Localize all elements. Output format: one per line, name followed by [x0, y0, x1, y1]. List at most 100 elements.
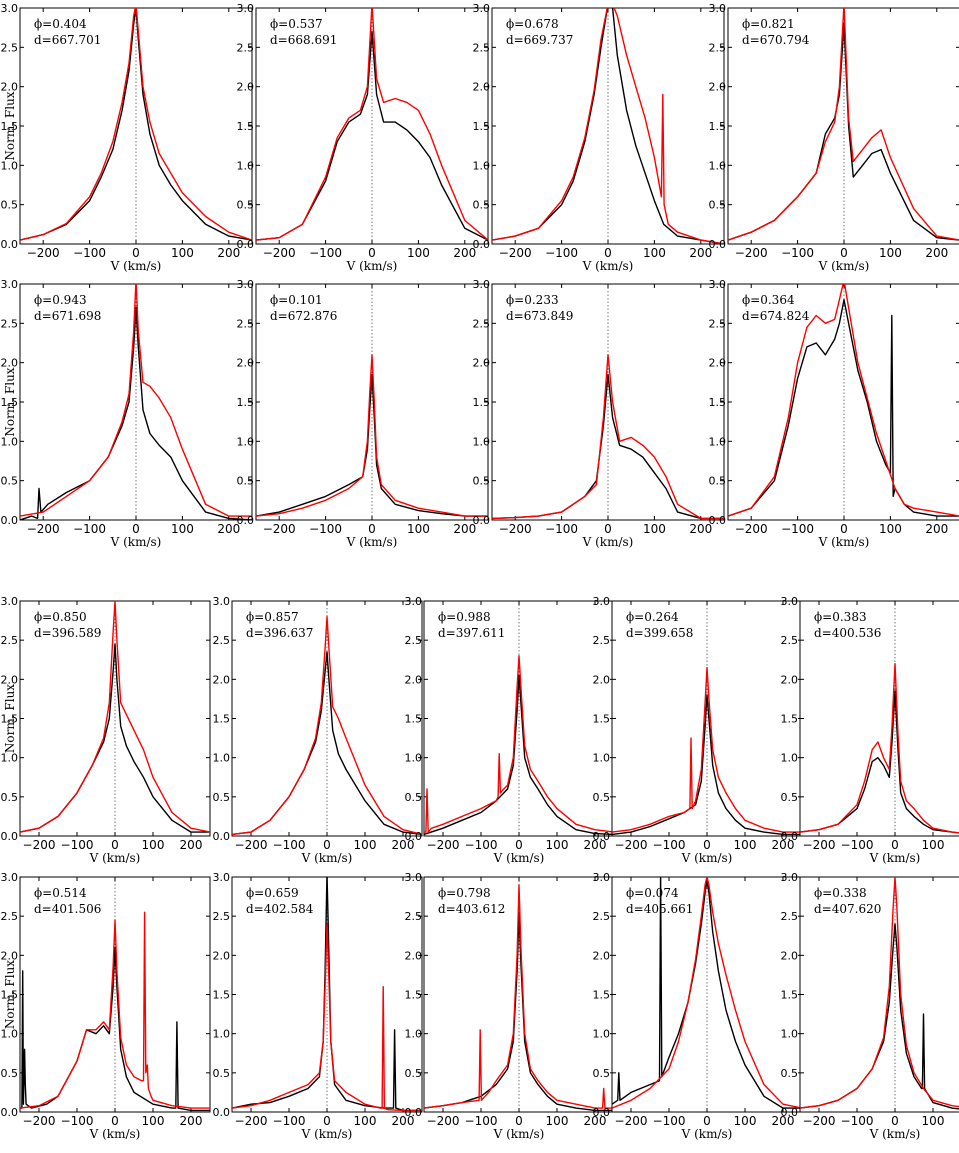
spectrum-series: [800, 877, 959, 1109]
y-tick-label: 0.0: [709, 514, 727, 527]
x-tick-label: 100: [643, 246, 666, 260]
y-tick-label: 0.5: [1, 1067, 19, 1080]
y-tick-label: 0.5: [781, 1067, 799, 1080]
y-tick-label: 2.5: [1, 317, 19, 330]
x-tick-label: 0: [132, 522, 140, 536]
y-tick-label: 2.5: [1, 634, 19, 647]
y-tick-label: 2.5: [237, 317, 255, 330]
x-axis-label: V (km/s): [89, 851, 141, 865]
y-tick-label: 1.5: [1, 120, 19, 133]
x-axis-label: V (km/s): [818, 259, 870, 273]
y-tick-label: 0.5: [473, 199, 491, 212]
day-annotation: d=396.589: [34, 626, 101, 640]
x-tick-label: −100: [273, 1114, 306, 1128]
y-tick-label: 3.0: [405, 595, 423, 608]
plot-frame: [799, 600, 959, 837]
phase-annotation: ϕ=0.678: [506, 17, 559, 31]
y-tick-label: 2.5: [593, 634, 611, 647]
x-tick-label: −100: [73, 522, 106, 536]
y-tick-label: 2.5: [709, 317, 727, 330]
x-tick-label: 0: [891, 1114, 899, 1128]
y-tick-label: 3.0: [1, 595, 19, 608]
y-tick-label: 2.0: [405, 673, 423, 686]
spectrum-series: [492, 8, 724, 244]
y-tick-label: 1.0: [709, 435, 727, 448]
y-tick-label: 0.0: [709, 238, 727, 251]
x-tick-label: −100: [841, 1114, 874, 1128]
x-tick-label: 100: [407, 522, 430, 536]
y-tick-label: 0.0: [237, 514, 255, 527]
x-tick-label: −200: [235, 838, 268, 852]
y-tick-label: 0.0: [593, 1106, 611, 1119]
phase-annotation: ϕ=0.943: [34, 293, 87, 307]
x-tick-label: −100: [73, 246, 106, 260]
spectrum-series: [256, 30, 488, 241]
y-tick-label: 3.0: [593, 871, 611, 884]
y-tick-label: 1.0: [473, 159, 491, 172]
x-axis-label: V (km/s): [493, 851, 545, 865]
y-tick-label: 3.0: [237, 278, 255, 291]
spectrum-series: [800, 690, 959, 834]
y-tick-label: 0.0: [213, 1106, 231, 1119]
x-tick-label: 200: [925, 246, 948, 260]
x-tick-label: 100: [922, 1114, 945, 1128]
y-tick-label: 1.5: [473, 396, 491, 409]
y-tick-label: 2.0: [709, 81, 727, 94]
y-tick-label: 2.0: [1, 949, 19, 962]
x-axis-label: V (km/s): [869, 1127, 921, 1141]
y-tick-label: 1.5: [405, 713, 423, 726]
y-tick-label: 3.0: [781, 871, 799, 884]
x-tick-label: −200: [23, 1114, 56, 1128]
y-tick-label: 3.0: [709, 278, 727, 291]
y-tick-label: 3.0: [709, 2, 727, 15]
day-annotation: d=669.737: [506, 33, 573, 47]
y-tick-label: 2.0: [593, 673, 611, 686]
x-tick-label: −100: [61, 1114, 94, 1128]
y-tick-label: 3.0: [237, 2, 255, 15]
day-annotation: d=396.637: [246, 626, 313, 640]
y-tick-label: 0.5: [213, 791, 231, 804]
x-tick-label: −200: [735, 246, 768, 260]
y-tick-label: 3.0: [405, 871, 423, 884]
day-annotation: d=668.691: [270, 33, 337, 47]
x-tick-label: 0: [515, 1114, 523, 1128]
phase-annotation: ϕ=0.364: [742, 293, 795, 307]
day-annotation: d=672.876: [270, 309, 337, 323]
x-axis-label: V (km/s): [582, 535, 634, 549]
x-tick-label: 0: [323, 1114, 331, 1128]
y-tick-label: 0.5: [781, 791, 799, 804]
x-tick-label: −100: [309, 522, 342, 536]
x-tick-label: 200: [180, 838, 203, 852]
y-tick-label: 3.0: [1, 278, 19, 291]
x-tick-label: 100: [407, 246, 430, 260]
y-tick-label: 1.0: [473, 435, 491, 448]
phase-annotation: ϕ=0.074: [626, 886, 679, 900]
spectrum-series: [800, 663, 959, 834]
y-tick-label: 0.5: [237, 475, 255, 488]
y-tick-label: 1.0: [213, 752, 231, 765]
y-tick-label: 1.5: [237, 396, 255, 409]
x-tick-label: 200: [689, 522, 712, 536]
y-tick-label: 1.0: [1, 1028, 19, 1041]
x-tick-label: 0: [111, 1114, 119, 1128]
phase-annotation: ϕ=0.988: [438, 610, 491, 624]
x-tick-label: 0: [368, 522, 376, 536]
y-tick-label: 2.0: [781, 949, 799, 962]
x-tick-label: −100: [273, 838, 306, 852]
phase-annotation: ϕ=0.101: [270, 293, 323, 307]
x-tick-label: −100: [841, 838, 874, 852]
day-annotation: d=670.794: [742, 33, 810, 47]
day-annotation: d=667.701: [34, 33, 101, 47]
y-tick-label: 2.0: [1, 357, 19, 370]
y-tick-label: 1.5: [1, 713, 19, 726]
x-tick-label: 100: [734, 838, 757, 852]
spectrum-series: [20, 284, 252, 517]
y-tick-label: 0.0: [213, 830, 231, 843]
x-axis-label: V (km/s): [346, 259, 398, 273]
phase-annotation: ϕ=0.233: [506, 293, 559, 307]
y-tick-label: 1.0: [593, 752, 611, 765]
